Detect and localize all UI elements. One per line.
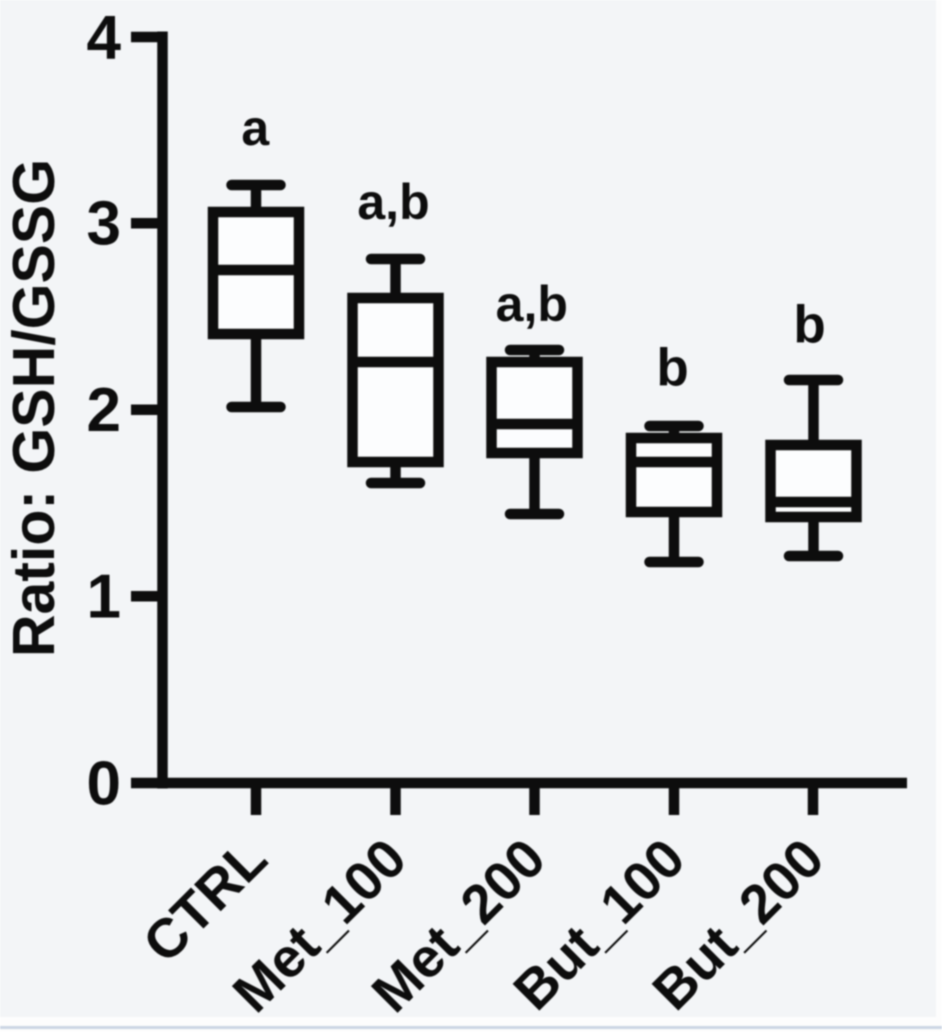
svg-text:a,b: a,b [496,276,568,332]
svg-text:4: 4 [87,3,122,72]
svg-text:a,b: a,b [357,174,429,230]
svg-text:2: 2 [87,376,121,445]
svg-text:0: 0 [87,749,121,818]
svg-text:1: 1 [87,563,121,632]
svg-text:b: b [793,296,825,355]
svg-text:Ratio: GSH/GSSG: Ratio: GSH/GSSG [1,159,67,657]
svg-text:b: b [656,339,688,398]
svg-text:a: a [241,100,270,156]
svg-text:3: 3 [87,190,121,259]
